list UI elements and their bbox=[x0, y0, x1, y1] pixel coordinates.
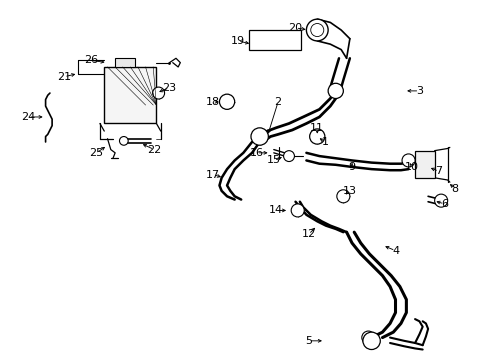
Text: 17: 17 bbox=[206, 170, 220, 180]
Circle shape bbox=[284, 150, 294, 162]
Text: 11: 11 bbox=[310, 123, 324, 133]
Circle shape bbox=[362, 331, 375, 344]
Text: 25: 25 bbox=[90, 148, 104, 158]
Text: 15: 15 bbox=[267, 156, 281, 166]
Text: 7: 7 bbox=[436, 166, 442, 176]
Text: 26: 26 bbox=[84, 55, 98, 66]
Text: 16: 16 bbox=[249, 148, 264, 158]
Circle shape bbox=[363, 332, 380, 350]
Bar bbox=[115, 58, 135, 67]
Text: 13: 13 bbox=[343, 186, 357, 196]
Text: 14: 14 bbox=[269, 206, 283, 215]
Circle shape bbox=[291, 204, 304, 217]
Text: 3: 3 bbox=[416, 86, 423, 96]
Text: 12: 12 bbox=[301, 229, 316, 239]
Circle shape bbox=[435, 194, 448, 207]
Text: 6: 6 bbox=[441, 199, 448, 209]
Text: 9: 9 bbox=[348, 162, 356, 172]
Text: 21: 21 bbox=[57, 72, 71, 82]
Text: 1: 1 bbox=[321, 137, 328, 147]
Circle shape bbox=[152, 87, 165, 99]
Circle shape bbox=[311, 23, 324, 37]
Circle shape bbox=[337, 190, 350, 203]
Text: 24: 24 bbox=[21, 112, 35, 122]
Text: 23: 23 bbox=[162, 83, 176, 93]
Text: 19: 19 bbox=[231, 36, 245, 46]
Circle shape bbox=[310, 129, 325, 144]
Circle shape bbox=[220, 94, 235, 109]
Circle shape bbox=[251, 128, 269, 145]
Text: 18: 18 bbox=[206, 97, 220, 107]
Bar bbox=[249, 30, 301, 50]
Text: 10: 10 bbox=[405, 162, 419, 172]
Circle shape bbox=[120, 136, 128, 145]
Text: 4: 4 bbox=[392, 246, 399, 256]
Text: 8: 8 bbox=[452, 184, 459, 194]
Circle shape bbox=[306, 19, 328, 41]
Circle shape bbox=[328, 83, 343, 99]
Bar bbox=[104, 67, 156, 123]
Text: 5: 5 bbox=[305, 336, 312, 346]
Text: 22: 22 bbox=[147, 145, 161, 154]
Circle shape bbox=[402, 154, 415, 167]
Bar bbox=[415, 150, 435, 178]
Text: 20: 20 bbox=[289, 23, 303, 33]
Text: 2: 2 bbox=[274, 97, 282, 107]
